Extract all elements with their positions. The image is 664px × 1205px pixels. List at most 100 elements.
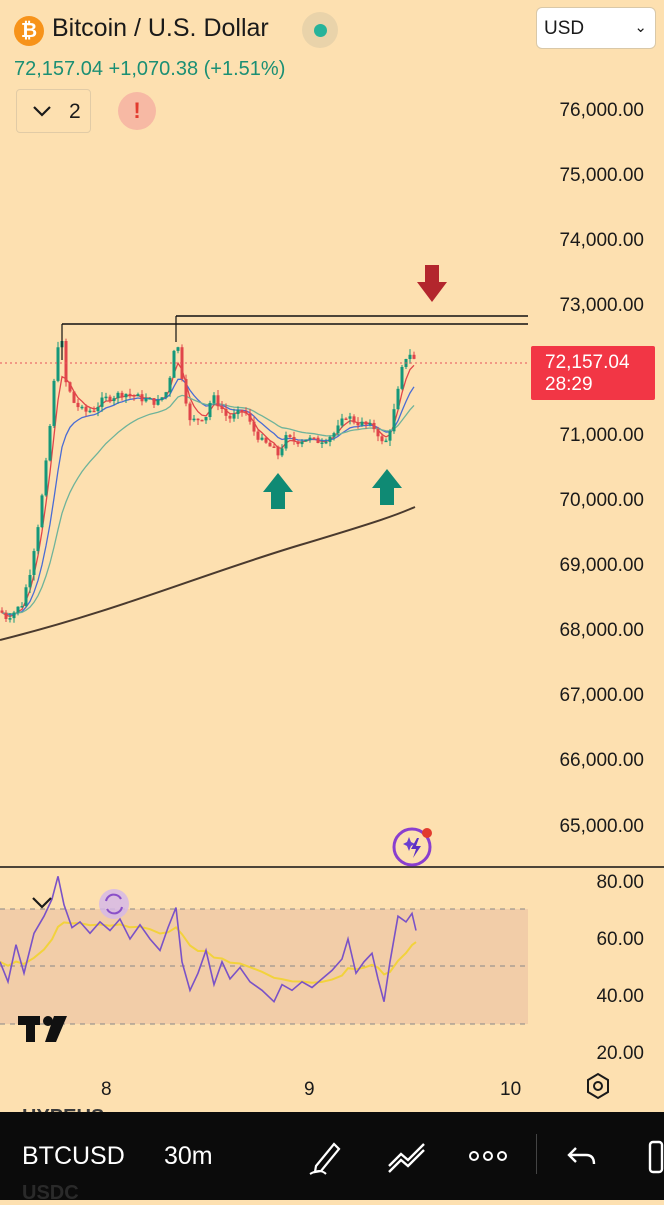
candle-body[interactable]: [288, 435, 292, 437]
candle-body[interactable]: [184, 379, 188, 404]
candle-body[interactable]: [328, 436, 332, 442]
interval-selector-button[interactable]: 30m: [164, 1142, 213, 1170]
candle-body[interactable]: [336, 425, 340, 434]
candle-body[interactable]: [44, 460, 48, 496]
candle-body[interactable]: [8, 618, 12, 620]
candle-body[interactable]: [296, 441, 300, 445]
candle-body[interactable]: [136, 394, 140, 397]
candle-body[interactable]: [272, 446, 276, 448]
candle-body[interactable]: [68, 382, 72, 392]
alert-warning-icon[interactable]: !: [118, 92, 156, 130]
layout-icon[interactable]: [646, 1140, 664, 1174]
candle-body[interactable]: [24, 587, 28, 607]
candle-body[interactable]: [240, 410, 244, 412]
candle-body[interactable]: [280, 448, 284, 456]
up-arrow-marker[interactable]: [372, 469, 402, 505]
candle-body[interactable]: [204, 417, 208, 421]
candle-body[interactable]: [356, 422, 360, 426]
candle-body[interactable]: [156, 399, 160, 405]
candle-body[interactable]: [132, 395, 136, 397]
candle-body[interactable]: [276, 446, 280, 456]
candle-body[interactable]: [96, 406, 100, 412]
candle-body[interactable]: [392, 409, 396, 432]
candle-body[interactable]: [216, 395, 220, 407]
candle-body[interactable]: [232, 414, 236, 419]
candle-body[interactable]: [344, 418, 348, 421]
candle-body[interactable]: [372, 422, 376, 430]
candle-body[interactable]: [128, 393, 132, 396]
candle-body[interactable]: [320, 442, 324, 444]
candle-body[interactable]: [196, 418, 200, 421]
candle-body[interactable]: [268, 442, 272, 447]
candle-body[interactable]: [304, 439, 308, 442]
candle-body[interactable]: [72, 391, 76, 403]
candle-body[interactable]: [264, 437, 268, 443]
candle-body[interactable]: [12, 612, 16, 619]
candle-body[interactable]: [252, 421, 256, 432]
candle-body[interactable]: [408, 354, 412, 359]
currency-select[interactable]: USD ⌄: [536, 7, 656, 49]
candle-body[interactable]: [360, 421, 364, 426]
candle-body[interactable]: [284, 435, 288, 449]
pen-draw-icon[interactable]: [306, 1136, 346, 1176]
candle-body[interactable]: [300, 441, 304, 445]
candle-body[interactable]: [308, 437, 312, 440]
candle-body[interactable]: [140, 394, 144, 402]
candle-body[interactable]: [36, 527, 40, 552]
candle-body[interactable]: [208, 402, 212, 418]
candle-body[interactable]: [228, 415, 232, 419]
candle-body[interactable]: [56, 347, 60, 381]
candle-body[interactable]: [152, 398, 156, 405]
candle-body[interactable]: [200, 419, 204, 422]
candle-body[interactable]: [52, 380, 56, 426]
candle-body[interactable]: [380, 436, 384, 442]
candle-body[interactable]: [164, 392, 168, 398]
candle-body[interactable]: [376, 429, 380, 437]
candle-body[interactable]: [76, 402, 80, 408]
candle-body[interactable]: [340, 418, 344, 426]
candle-body[interactable]: [412, 354, 416, 359]
candle-body[interactable]: [92, 410, 96, 413]
candle-body[interactable]: [384, 440, 388, 443]
candle-body[interactable]: [332, 433, 336, 437]
candle-body[interactable]: [160, 397, 164, 400]
candle-body[interactable]: [388, 431, 392, 441]
candle-body[interactable]: [364, 421, 368, 425]
candle-body[interactable]: [248, 413, 252, 422]
candle-body[interactable]: [172, 350, 176, 378]
symbol-title[interactable]: Bitcoin / U.S. Dollar: [52, 14, 269, 42]
candle-body[interactable]: [260, 437, 264, 440]
candle-body[interactable]: [324, 441, 328, 444]
candle-body[interactable]: [112, 398, 116, 402]
candle-body[interactable]: [244, 411, 248, 414]
assistant-sparkle-button[interactable]: [392, 827, 432, 867]
candle-body[interactable]: [124, 393, 128, 398]
candle-body[interactable]: [312, 437, 316, 440]
more-dots-icon[interactable]: [466, 1146, 510, 1166]
market-status-indicator[interactable]: [302, 12, 338, 48]
candle-body[interactable]: [48, 425, 52, 461]
candle-body[interactable]: [176, 347, 180, 351]
candle-body[interactable]: [88, 410, 92, 413]
candle-body[interactable]: [20, 606, 24, 608]
candle-body[interactable]: [352, 416, 356, 423]
indicators-toggle-button[interactable]: 2: [16, 89, 91, 133]
candle-body[interactable]: [0, 610, 4, 613]
chart-canvas[interactable]: [0, 0, 664, 1112]
candle-body[interactable]: [192, 418, 196, 421]
trend-lines-icon[interactable]: [386, 1138, 428, 1174]
candle-body[interactable]: [80, 406, 84, 409]
candle-body[interactable]: [116, 392, 120, 399]
candle-body[interactable]: [104, 396, 108, 399]
candle-body[interactable]: [396, 388, 400, 410]
candle-body[interactable]: [400, 366, 404, 389]
candle-body[interactable]: [148, 398, 152, 400]
up-arrow-marker[interactable]: [263, 473, 293, 509]
candle-body[interactable]: [16, 606, 20, 613]
candle-body[interactable]: [236, 410, 240, 415]
candle-body[interactable]: [348, 416, 352, 419]
undo-icon[interactable]: [566, 1142, 598, 1170]
candle-body[interactable]: [84, 406, 88, 412]
down-arrow-marker[interactable]: [417, 265, 447, 302]
symbol-selector-button[interactable]: BTCUSD: [22, 1142, 125, 1170]
